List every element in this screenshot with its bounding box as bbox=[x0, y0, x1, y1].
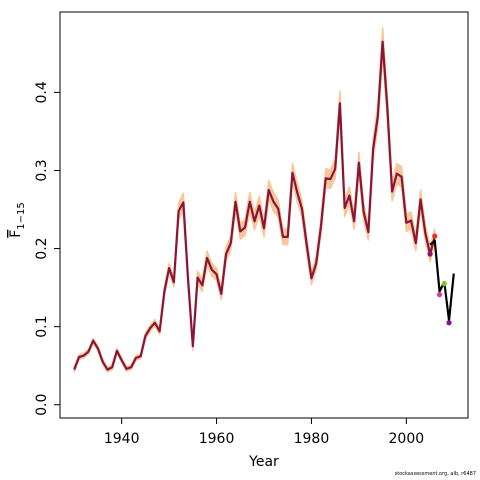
x-axis: 1940 1960 1980 2000 bbox=[104, 418, 424, 447]
x-tick-label: 1940 bbox=[104, 431, 140, 447]
y-axis-title-main: F bbox=[8, 230, 24, 238]
plot-frame bbox=[59, 11, 469, 419]
y-tick-label: 0.4 bbox=[34, 81, 50, 103]
y-tick-label: 0.3 bbox=[34, 159, 50, 181]
y-axis-title-sub: 1−15 bbox=[16, 202, 27, 229]
series-line-main bbox=[73, 40, 436, 371]
x-tick-label: 1960 bbox=[199, 431, 235, 447]
retrospective-point bbox=[436, 292, 443, 298]
retrospective-point bbox=[432, 233, 438, 239]
retrospective-point bbox=[441, 281, 447, 287]
y-tick-label: 0.0 bbox=[34, 394, 50, 416]
y-tick-label: 0.1 bbox=[34, 316, 50, 338]
svg-text:F1−15: F1−15 bbox=[8, 202, 27, 238]
y-tick-label: 0.2 bbox=[34, 237, 50, 259]
y-axis-title: F1−15 bbox=[8, 202, 27, 238]
series-line-latest bbox=[429, 239, 455, 322]
credit-text: stockassessment.org, alb, r6487 bbox=[394, 471, 476, 477]
x-tick-label: 2000 bbox=[389, 431, 425, 447]
series-layer bbox=[73, 40, 455, 371]
x-tick-label: 1980 bbox=[294, 431, 330, 447]
retrospective-points-layer bbox=[427, 233, 452, 326]
retrospective-point bbox=[446, 320, 452, 326]
retrospective-point bbox=[427, 251, 433, 257]
x-axis-title: Year bbox=[248, 454, 279, 470]
y-axis: 0.0 0.1 0.2 0.3 0.4 bbox=[34, 81, 60, 416]
